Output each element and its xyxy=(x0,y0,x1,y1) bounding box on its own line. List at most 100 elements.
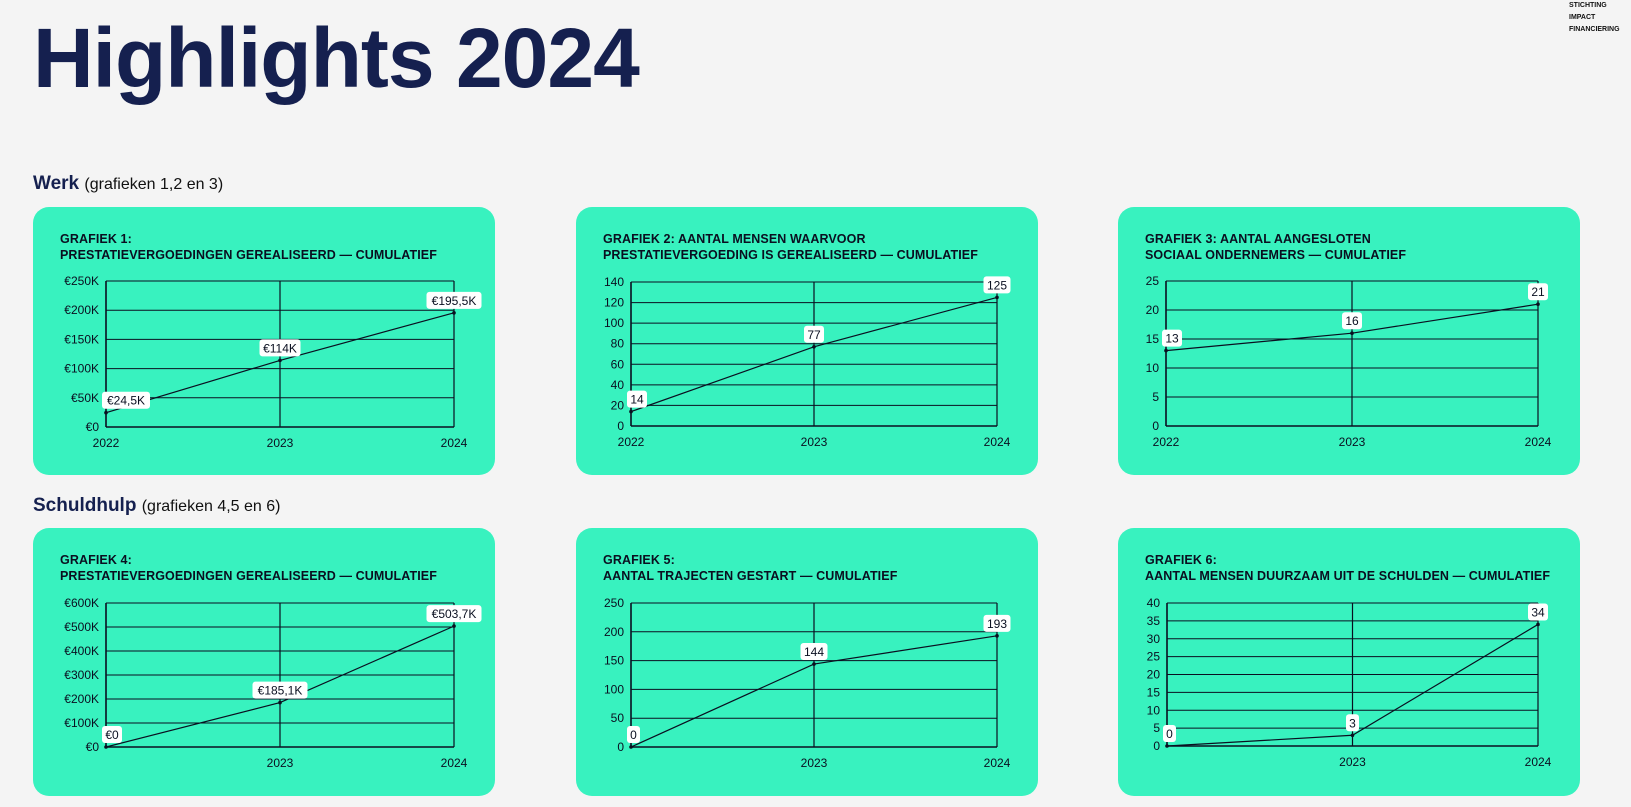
data-label: €503,7K xyxy=(432,607,477,621)
y-tick-label: 120 xyxy=(604,296,624,310)
y-tick-label: 15 xyxy=(1147,685,1161,699)
x-tick-label: 2023 xyxy=(801,435,828,449)
y-tick-label: 25 xyxy=(1146,274,1160,288)
data-label: €195,5K xyxy=(432,294,477,308)
data-point xyxy=(1536,302,1540,306)
data-point xyxy=(1350,331,1354,335)
data-point xyxy=(812,662,816,666)
y-tick-label: 80 xyxy=(611,337,625,351)
data-label: 144 xyxy=(804,645,824,659)
data-label-box xyxy=(102,726,122,743)
logo-line: IMPACT xyxy=(1569,14,1596,21)
y-tick-label: €0 xyxy=(86,740,100,754)
chart-card-3: GRAFIEK 3: AANTAL AANGESLOTEN SOCIAAL ON… xyxy=(1118,207,1580,475)
data-label-box xyxy=(426,605,482,623)
data-label: 3 xyxy=(1349,716,1356,730)
chart-title: GRAFIEK 1: PRESTATIEVERGOEDINGEN GEREALI… xyxy=(60,231,437,263)
data-label: 34 xyxy=(1531,605,1545,619)
data-label: 0 xyxy=(1166,727,1173,741)
logo: STICHTING IMPACT FINANCIERING xyxy=(1569,0,1631,36)
data-label: 77 xyxy=(807,328,821,342)
data-point xyxy=(104,745,108,749)
chart-title-line: PRESTATIEVERGOEDINGEN GEREALISEERD — CUM… xyxy=(60,248,437,262)
x-tick-label: 2024 xyxy=(984,435,1011,449)
y-tick-label: 60 xyxy=(611,357,625,371)
x-tick-label: 2023 xyxy=(1339,435,1366,449)
x-tick-label: 2023 xyxy=(267,756,294,770)
y-tick-label: 20 xyxy=(1146,303,1160,317)
data-point xyxy=(1165,744,1169,748)
data-label-box xyxy=(1528,283,1548,301)
chart-title-line: GRAFIEK 5: xyxy=(603,553,675,567)
y-tick-label: 200 xyxy=(604,625,624,639)
x-tick-label: 2024 xyxy=(441,436,468,450)
y-tick-label: 20 xyxy=(611,398,625,412)
x-tick-label: 2024 xyxy=(984,756,1011,770)
y-tick-label: €200K xyxy=(64,303,99,317)
data-point xyxy=(1536,622,1540,627)
y-tick-label: 140 xyxy=(604,275,624,289)
data-point xyxy=(452,311,456,315)
y-tick-label: 40 xyxy=(611,378,625,392)
y-tick-label: €300K xyxy=(64,668,99,682)
chart-title-line: PRESTATIEVERGOEDING IS GEREALISEERD — CU… xyxy=(603,248,978,262)
y-tick-label: 150 xyxy=(604,654,624,668)
data-label-box xyxy=(1162,329,1182,347)
line-chart: €0 €100K €200K €300K €400K €500K €600K 2023 2024… xyxy=(64,596,482,770)
data-label-box xyxy=(1346,714,1359,732)
logo-line: STICHTING xyxy=(1569,2,1607,9)
data-label-box xyxy=(1342,312,1362,330)
x-tick-label: 2023 xyxy=(267,436,294,450)
x-tick-label: 2023 xyxy=(1339,755,1366,769)
chart-title-line: AANTAL TRAJECTEN GESTART — CUMULATIEF xyxy=(603,569,898,583)
chart-title-line: GRAFIEK 3: AANTAL AANGESLOTEN xyxy=(1145,232,1371,246)
chart-title: GRAFIEK 5: AANTAL TRAJECTEN GESTART — CU… xyxy=(603,552,897,584)
y-tick-label: 250 xyxy=(604,596,624,610)
data-point xyxy=(1164,348,1168,353)
y-tick-label: 100 xyxy=(604,316,624,330)
chart-title: GRAFIEK 2: AANTAL MENSEN WAARVOOR PRESTA… xyxy=(603,231,978,263)
y-tick-label: €250K xyxy=(64,274,99,288)
data-point xyxy=(629,409,633,414)
y-tick-label: 10 xyxy=(1146,361,1160,375)
logo-line: FINANCIERING xyxy=(1569,26,1620,33)
y-tick-label: €100K xyxy=(64,362,99,376)
chart-card-2: GRAFIEK 2: AANTAL MENSEN WAARVOOR PRESTA… xyxy=(576,207,1038,475)
line-chart: 0 5 10 15 20 25 2022 2023 2024 13 16 21 xyxy=(1146,274,1552,449)
data-label-box xyxy=(800,643,828,661)
x-tick-label: 2023 xyxy=(801,756,828,770)
y-tick-label: 0 xyxy=(1153,739,1160,753)
data-label-box xyxy=(627,390,647,408)
data-label: 16 xyxy=(1345,314,1359,328)
y-tick-label: €600K xyxy=(64,596,99,610)
chart-title-line: GRAFIEK 4: xyxy=(60,553,132,567)
chart-card-6: GRAFIEK 6: AANTAL MENSEN DUURZAAM UIT DE… xyxy=(1118,528,1580,796)
y-tick-label: 35 xyxy=(1147,614,1161,628)
x-tick-label: 2022 xyxy=(93,436,120,450)
y-tick-label: €0 xyxy=(86,420,100,434)
y-tick-label: €400K xyxy=(64,644,99,658)
y-tick-label: 30 xyxy=(1147,632,1161,646)
y-tick-label: 10 xyxy=(1147,703,1161,717)
line-chart: €0 €50K €100K €150K €200K €250K 2022 2023 2024 €2… xyxy=(64,274,482,450)
y-tick-label: 25 xyxy=(1147,650,1161,664)
section-note: (grafieken 1,2 en 3) xyxy=(84,176,224,193)
data-label: 193 xyxy=(987,617,1007,631)
y-tick-label: 5 xyxy=(1152,390,1159,404)
data-point xyxy=(995,634,999,638)
data-label-box xyxy=(983,276,1011,294)
y-tick-label: €500K xyxy=(64,620,99,634)
y-tick-label: 100 xyxy=(604,682,624,696)
chart-title-line: AANTAL MENSEN DUURZAAM UIT DE SCHULDEN —… xyxy=(1145,569,1551,583)
data-label-box xyxy=(1163,725,1176,742)
data-point xyxy=(278,700,282,705)
chart-card-1: GRAFIEK 1: PRESTATIEVERGOEDINGEN GEREALI… xyxy=(33,207,495,475)
data-label-box xyxy=(1528,603,1548,621)
data-label-box xyxy=(102,391,150,409)
chart-title-line: GRAFIEK 6: xyxy=(1145,553,1217,567)
data-label: €0 xyxy=(105,728,119,742)
section-note: (grafieken 4,5 en 6) xyxy=(141,498,281,515)
data-label-box xyxy=(983,614,1011,632)
y-tick-label: 50 xyxy=(611,711,625,725)
chart-title-line: SOCIAAL ONDERNEMERS — CUMULATIEF xyxy=(1145,248,1407,262)
